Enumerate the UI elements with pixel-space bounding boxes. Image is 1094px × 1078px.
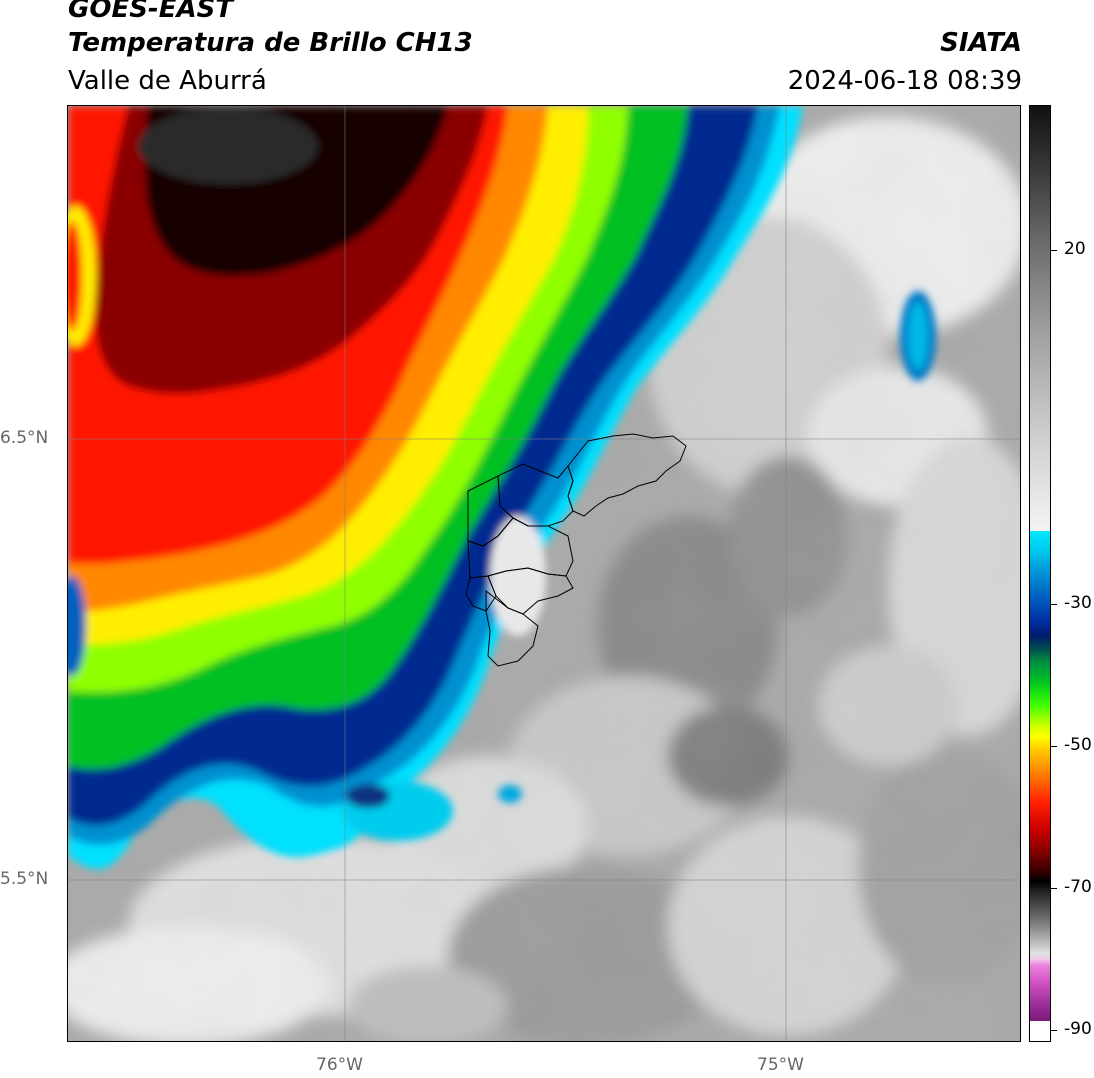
colorbar-tick-minus-70 — [1051, 888, 1057, 889]
latitude-label-5-5n: 5.5°N — [0, 869, 49, 889]
colorbar-label-minus-70: -70 — [1064, 877, 1092, 897]
east-cloud-cyan — [908, 302, 928, 370]
satellite-map[interactable] — [67, 105, 1021, 1042]
coldest-core — [138, 108, 318, 184]
longitude-label-76w: 76°W — [316, 1055, 363, 1075]
graticule — [68, 106, 1020, 1041]
region-label: Valle de Aburrá — [68, 66, 267, 96]
colorbar-tick-minus-30 — [1051, 604, 1057, 605]
valley-clearing — [490, 516, 546, 636]
product-title: Temperatura de Brillo CH13 — [68, 28, 473, 58]
colorbar-label-minus-90: -90 — [1064, 1019, 1092, 1039]
timestamp-label: 2024-06-18 08:39 — [787, 66, 1022, 96]
boundary-south — [485, 589, 539, 667]
satellite-title: GOES-EAST — [68, 0, 234, 24]
municipal-boundaries — [465, 433, 687, 667]
map-canvas — [68, 106, 1020, 1041]
colorbar-tick-minus-90 — [1051, 1030, 1057, 1031]
colorbar-tick-minus-50 — [1051, 746, 1057, 747]
convective-system — [68, 106, 936, 870]
boundary-west — [465, 575, 497, 612]
left-edge-cell-core — [68, 221, 82, 331]
organization-label: SIATA — [940, 28, 1022, 58]
south-cell-navy — [346, 784, 390, 808]
south-small-cell — [498, 785, 522, 803]
colorbar-label-minus-30: -30 — [1064, 593, 1092, 613]
colorbar-tick-20 — [1051, 250, 1057, 251]
temperature-colorbar — [1029, 105, 1051, 1042]
latitude-label-6-5n: 6.5°N — [0, 428, 49, 448]
colorbar-label-20: 20 — [1064, 239, 1086, 259]
longitude-label-75w: 75°W — [757, 1055, 804, 1075]
left-edge-blue — [68, 576, 86, 676]
colorbar-label-minus-50: -50 — [1064, 735, 1092, 755]
